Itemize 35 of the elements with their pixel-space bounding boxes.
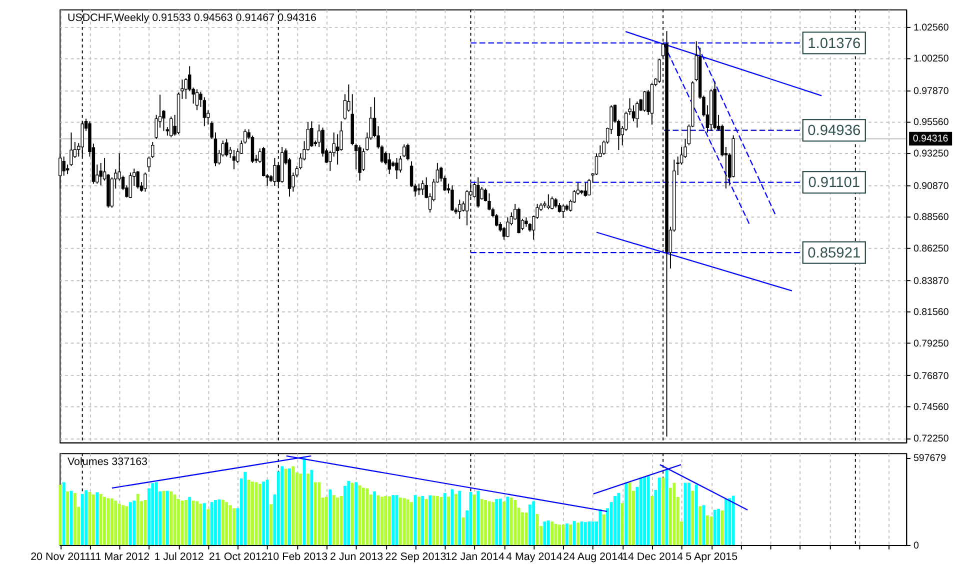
chart-title: USDCHF,Weekly 0.91533 0.94563 0.91467 0.94316: [67, 12, 316, 24]
x-tick-label: 24 Aug 2014: [563, 551, 624, 564]
x-tick-label: 10 Feb 2013: [267, 551, 328, 564]
x-tick-label: 21 Oct 2012: [208, 551, 268, 564]
annotation: 1.01376: [808, 36, 861, 52]
y-tick-label: 0.79250: [913, 338, 950, 350]
x-tick-label: 5 Apr 2015: [686, 551, 738, 564]
x-tick-label: 2 Jun 2013: [330, 551, 384, 564]
x-tick-label: 11 Mar 2012: [90, 551, 150, 564]
ref-line-label: 0.94316: [912, 134, 948, 145]
y-tick-label: 0.88560: [913, 212, 950, 224]
chart-title: Volumes 337163: [67, 456, 148, 468]
y-tick-label: 0.90870: [913, 180, 950, 192]
y-tick-label: 0.81560: [913, 307, 950, 318]
x-tick-label: 14 Dec 2014: [622, 551, 683, 564]
y-tick-label: 0.72250: [913, 433, 950, 444]
x-tick-label: 20 Nov 2011: [30, 551, 91, 564]
y-tick-label: 0.95560: [913, 117, 950, 128]
y-tick-label: 0.74560: [913, 402, 950, 414]
annotation: 0.91101: [808, 175, 860, 192]
annotation: 0.85921: [808, 245, 861, 262]
x-tick-label: 12 Jan 2014: [445, 551, 505, 564]
y-tick-label: 0: [913, 540, 920, 552]
y-tick-label: 0.76870: [913, 370, 950, 382]
y-tick-label: 0.86250: [913, 244, 950, 255]
x-tick-label: 22 Sep 2013: [385, 551, 446, 564]
y-tick-label: 597679: [913, 453, 946, 464]
x-tick-label: 4 May 2014: [506, 551, 562, 564]
y-tick-label: 1.02560: [913, 22, 950, 34]
annotation: 0.94936: [808, 123, 861, 140]
x-tick-label: 1 Jul 2012: [154, 551, 204, 564]
y-tick-label: 0.83870: [913, 276, 950, 287]
y-tick-label: 0.93250: [913, 148, 950, 160]
y-tick-label: 0.97870: [913, 86, 950, 97]
y-tick-label: 1.00250: [913, 54, 950, 65]
